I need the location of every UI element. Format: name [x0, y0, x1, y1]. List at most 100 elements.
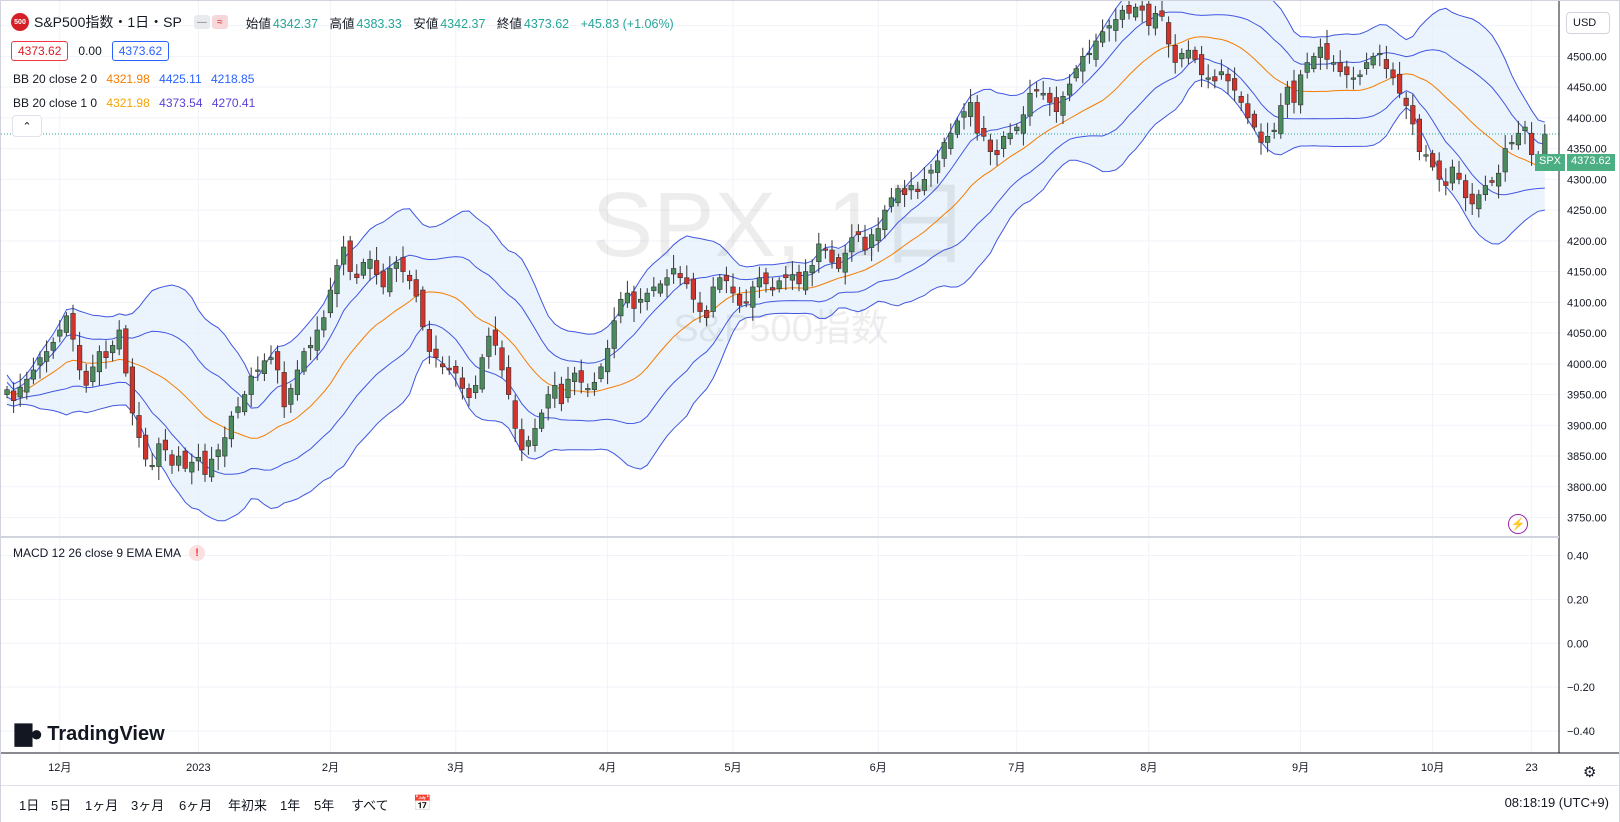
- candle: [888, 197, 894, 207]
- indicator-bb-1[interactable]: BB 20 close 1 0 4321.98 4373.54 4270.41: [13, 96, 261, 110]
- spread-value: 0.00: [78, 44, 102, 58]
- candle: [1192, 49, 1198, 60]
- candle: [129, 366, 136, 414]
- candle: [1357, 74, 1363, 77]
- candle: [30, 369, 37, 380]
- candle: [1449, 166, 1455, 184]
- candle: [1258, 131, 1264, 143]
- chevron-up-icon[interactable]: ⌃: [12, 115, 42, 137]
- time-tick-label: 5月: [724, 762, 741, 774]
- candle: [1166, 22, 1172, 45]
- candle: [77, 345, 83, 371]
- candle: [809, 265, 815, 274]
- candle: [921, 179, 927, 191]
- range-button-6[interactable]: 1年: [280, 798, 301, 813]
- symbol-title[interactable]: S&P500指数・1日・SP: [34, 14, 182, 30]
- macd-tick-label: 0.20: [1567, 594, 1588, 606]
- candle: [116, 329, 122, 350]
- candle: [1199, 54, 1205, 76]
- range-button-7[interactable]: 5年: [314, 798, 335, 813]
- price-tick-label: 4250.00: [1567, 205, 1607, 217]
- warning-icon[interactable]: !: [189, 545, 206, 561]
- candle: [901, 188, 908, 196]
- candle: [492, 329, 499, 346]
- candle: [505, 367, 512, 395]
- indicator-label: BB 20 close 1 0: [13, 96, 98, 110]
- bb-basis: [6, 36, 1545, 439]
- candle: [50, 341, 56, 351]
- tradingview-logo[interactable]: ▇● TradingView: [15, 721, 165, 747]
- candle: [565, 378, 571, 398]
- indicator-bb-2[interactable]: BB 20 close 2 0 4321.98 4425.11 4218.85: [13, 72, 260, 86]
- time-tick-label: 7月: [1008, 762, 1025, 774]
- candle: [677, 273, 683, 279]
- candle: [961, 111, 967, 118]
- open-value: 4342.37: [272, 16, 319, 31]
- currency-select[interactable]: USD: [1566, 12, 1610, 34]
- high-value: 4383.33: [356, 16, 402, 31]
- candle: [1522, 126, 1528, 132]
- price-tag-value: 4373.62: [1567, 154, 1615, 171]
- ask-box[interactable]: 4373.62: [111, 41, 170, 61]
- price-tick-label: 4150.00: [1567, 267, 1607, 279]
- candle: [783, 274, 789, 279]
- candle: [1212, 76, 1218, 82]
- chip-compare[interactable]: ≈: [211, 15, 228, 29]
- candle: [1086, 52, 1092, 56]
- candle: [1106, 25, 1112, 29]
- candle: [1020, 114, 1026, 134]
- candle: [453, 365, 459, 374]
- lightning-icon[interactable]: ⚡: [1508, 514, 1528, 534]
- price-tick-label: 4050.00: [1567, 328, 1607, 340]
- bb-lower: 4218.85: [210, 72, 255, 86]
- candle: [24, 378, 30, 393]
- candle: [948, 132, 954, 149]
- bb-basis: 4321.98: [106, 72, 150, 86]
- candle: [664, 277, 670, 286]
- open-label: 始値: [245, 16, 271, 31]
- chip-line[interactable]: —: [193, 15, 210, 29]
- calendar-range-icon[interactable]: 📅: [413, 795, 432, 812]
- price-tick-label: 4000.00: [1567, 359, 1607, 371]
- bb-lower: 4270.41: [211, 96, 256, 110]
- range-button-5[interactable]: 年初来: [228, 798, 268, 813]
- bid-box[interactable]: 4373.62: [11, 41, 69, 61]
- range-button-2[interactable]: 1ヶ月: [85, 798, 119, 813]
- bollinger-fill: [7, 1, 1545, 521]
- macd-legend[interactable]: MACD 12 26 close 9 EMA EMA !: [13, 545, 206, 561]
- candle: [1225, 73, 1231, 82]
- candle: [96, 351, 102, 373]
- range-button-0[interactable]: 1日: [19, 798, 40, 813]
- candle: [446, 367, 452, 371]
- candle: [1238, 96, 1244, 103]
- close-value: 4373.62: [523, 16, 570, 31]
- candle: [1245, 103, 1251, 119]
- gear-icon[interactable]: ⚙: [1583, 764, 1597, 781]
- clock[interactable]: 08:18:19 (UTC+9): [1504, 795, 1609, 810]
- candle: [420, 289, 426, 328]
- price-tick-label: 4500.00: [1567, 51, 1607, 63]
- candle: [268, 357, 274, 360]
- candle: [1291, 80, 1297, 103]
- candle: [413, 279, 419, 297]
- change-value: +45.83 (+1.06%): [580, 16, 674, 31]
- price-tick-label: 3850.00: [1567, 451, 1607, 463]
- candle: [1423, 154, 1429, 157]
- time-tick-label: 12月: [48, 762, 71, 774]
- range-button-8[interactable]: すべて: [351, 798, 389, 813]
- price-tick-label: 4350.00: [1567, 144, 1607, 156]
- bottom-toolbar: 1日 5日 1ヶ月 3ヶ月 6ヶ月 年初来 1年 5年 すべて 📅 08:18:19 (UTC+…: [1, 785, 1619, 822]
- candle: [1529, 132, 1535, 156]
- range-button-3[interactable]: 3ヶ月: [131, 798, 165, 813]
- candle: [1014, 126, 1020, 132]
- candle: [1047, 92, 1053, 103]
- candle: [294, 369, 301, 395]
- candle: [439, 363, 446, 368]
- price-chart[interactable]: SPX, 1日 S&P500指数 3750.003800.003850.0039…: [1, 1, 1619, 785]
- range-button-1[interactable]: 5日: [51, 798, 72, 813]
- candle: [1139, 5, 1145, 11]
- candle: [736, 294, 743, 306]
- range-button-4[interactable]: 6ヶ月: [179, 798, 213, 813]
- candle: [136, 415, 142, 438]
